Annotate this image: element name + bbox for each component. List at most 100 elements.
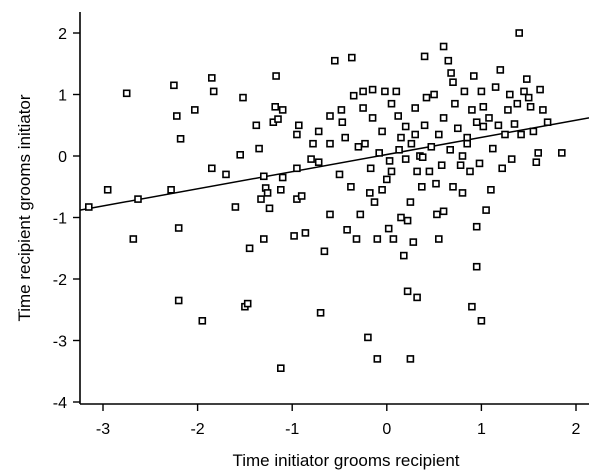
data-point (479, 103, 488, 111)
data-point (347, 183, 355, 191)
data-point (385, 157, 394, 165)
data-point (364, 333, 372, 342)
data-point (276, 186, 285, 194)
data-point (387, 167, 396, 176)
data-point (526, 103, 535, 111)
data-point (468, 302, 476, 311)
data-point (276, 364, 285, 373)
data-point (326, 112, 334, 120)
x-tick-label: 0 (382, 421, 391, 438)
data-point (444, 56, 453, 65)
data-point (208, 74, 216, 82)
x-tick-label: 1 (477, 421, 486, 438)
data-point (170, 81, 178, 90)
data-point (469, 72, 478, 80)
data-point (359, 87, 367, 96)
data-point (294, 121, 303, 130)
data-point (447, 69, 455, 77)
x-tick-label: -2 (190, 421, 204, 438)
data-point (498, 164, 507, 173)
data-point (239, 93, 247, 102)
data-point (236, 151, 244, 159)
data-point (338, 118, 347, 126)
data-point (397, 133, 405, 142)
data-point (536, 85, 544, 94)
data-point (335, 170, 344, 179)
data-point (477, 316, 486, 325)
data-point (354, 143, 363, 151)
data-point (375, 149, 384, 157)
data-point (265, 204, 274, 213)
data-point (477, 87, 486, 96)
data-point (463, 133, 472, 142)
data-point (453, 124, 462, 133)
data-point (505, 90, 514, 99)
data-point (539, 106, 547, 114)
data-point (501, 130, 509, 139)
trendline (79, 117, 589, 211)
data-point (507, 155, 516, 163)
data-point (510, 120, 519, 128)
data-point (208, 164, 216, 173)
data-point (403, 216, 412, 225)
y-tick-label: 2 (58, 26, 67, 43)
data-point (434, 130, 443, 139)
data-point (297, 192, 306, 200)
data-point (384, 224, 393, 233)
y-axis-label: Time recipient grooms initiator (15, 94, 34, 321)
data-point (494, 121, 503, 130)
data-point (413, 293, 421, 302)
data-point (387, 99, 396, 108)
data-point (378, 127, 386, 136)
data-point (427, 143, 436, 151)
data-point (257, 195, 265, 203)
data-point (515, 29, 524, 37)
data-point (446, 146, 455, 154)
data-point (397, 213, 405, 222)
data-point (209, 87, 218, 96)
data-point (274, 115, 282, 123)
data-point (174, 224, 183, 232)
data-point (437, 161, 446, 169)
data-point (543, 118, 552, 126)
data-point (439, 114, 448, 122)
data-point (392, 87, 401, 96)
data-point (259, 235, 268, 243)
data-point (406, 355, 415, 363)
data-point (271, 103, 280, 111)
data-point (326, 210, 334, 219)
data-point (417, 183, 426, 191)
data-point (434, 235, 443, 243)
data-point (366, 164, 375, 173)
data-point (368, 114, 377, 122)
data-point (557, 149, 566, 157)
data-point (420, 121, 429, 130)
data-point (301, 229, 310, 237)
data-point (314, 158, 323, 166)
data-point (349, 91, 358, 100)
data-point (330, 56, 339, 65)
data-point (167, 186, 175, 194)
data-point (341, 133, 350, 142)
data-point (524, 93, 533, 102)
data-point (466, 167, 474, 176)
data-point (382, 175, 391, 184)
data-point (320, 247, 329, 256)
data-point (472, 222, 481, 231)
data-point (401, 155, 410, 163)
data-point (433, 210, 441, 219)
data-point (451, 99, 459, 108)
data-point (463, 139, 472, 148)
data-point (394, 112, 403, 120)
data-point (422, 93, 431, 102)
data-point (475, 159, 484, 168)
data-point (293, 164, 301, 173)
data-point (460, 87, 469, 96)
ticks: -3 -2 -1 0 1 2 -4 -3 -2 -1 0 1 2 (53, 26, 581, 438)
data-point (496, 66, 505, 74)
data-point (411, 130, 420, 139)
data-point (368, 85, 377, 94)
data-point (316, 308, 325, 317)
data-point (472, 262, 481, 271)
data-point (263, 189, 272, 197)
